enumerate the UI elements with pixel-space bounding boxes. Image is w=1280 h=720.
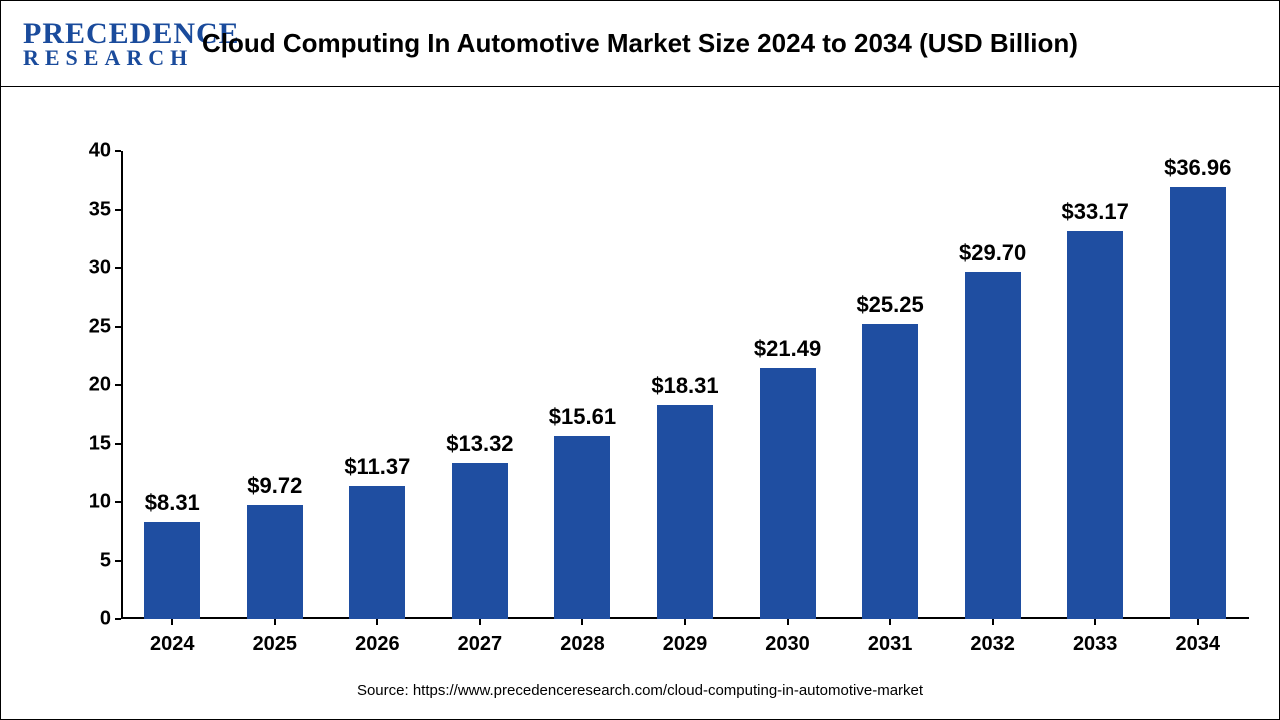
bar bbox=[657, 405, 713, 619]
bar-slot: $15.612028 bbox=[531, 151, 634, 619]
bar-slot: $8.312024 bbox=[121, 151, 224, 619]
bars-container: $8.312024$9.722025$11.372026$13.322027$1… bbox=[121, 151, 1249, 619]
y-tick-mark bbox=[115, 384, 121, 386]
bar-value-label: $8.31 bbox=[145, 490, 200, 516]
bar bbox=[965, 272, 1021, 619]
y-tick-mark bbox=[115, 501, 121, 503]
bar-slot: $11.372026 bbox=[326, 151, 429, 619]
y-tick-label: 0 bbox=[71, 608, 111, 631]
x-category-label: 2031 bbox=[868, 633, 913, 656]
bar bbox=[452, 463, 508, 619]
x-tick-mark bbox=[171, 619, 173, 625]
x-tick-mark bbox=[1197, 619, 1199, 625]
bar-slot: $25.252031 bbox=[839, 151, 942, 619]
bar-slot: $36.962034 bbox=[1146, 151, 1249, 619]
bar-slot: $18.312029 bbox=[634, 151, 737, 619]
x-tick-mark bbox=[1094, 619, 1096, 625]
x-tick-mark bbox=[581, 619, 583, 625]
bar-slot: $9.722025 bbox=[224, 151, 327, 619]
plot-area: $8.312024$9.722025$11.372026$13.322027$1… bbox=[121, 151, 1249, 619]
bar-value-label: $15.61 bbox=[549, 404, 616, 430]
x-tick-mark bbox=[479, 619, 481, 625]
bar-value-label: $21.49 bbox=[754, 336, 821, 362]
y-tick-label: 35 bbox=[71, 198, 111, 221]
x-category-label: 2033 bbox=[1073, 633, 1118, 656]
x-category-label: 2032 bbox=[970, 633, 1015, 656]
bar-value-label: $36.96 bbox=[1164, 155, 1231, 181]
y-tick-mark bbox=[115, 267, 121, 269]
bar-value-label: $11.37 bbox=[344, 454, 410, 480]
bar-value-label: $18.31 bbox=[651, 373, 718, 399]
y-tick-label: 15 bbox=[71, 432, 111, 455]
y-tick-mark bbox=[115, 443, 121, 445]
bar bbox=[349, 486, 405, 619]
bar-value-label: $13.32 bbox=[446, 431, 513, 457]
x-tick-mark bbox=[889, 619, 891, 625]
chart-card: PRECEDENCE RESEARCH Cloud Computing In A… bbox=[0, 0, 1280, 720]
x-tick-mark bbox=[992, 619, 994, 625]
x-category-label: 2030 bbox=[765, 633, 810, 656]
bar bbox=[1170, 187, 1226, 619]
x-category-label: 2026 bbox=[355, 633, 400, 656]
y-tick-mark bbox=[115, 326, 121, 328]
x-category-label: 2027 bbox=[458, 633, 503, 656]
bar bbox=[760, 368, 816, 619]
bar bbox=[247, 505, 303, 619]
logo-text: PRECEDENCE RESEARCH bbox=[23, 17, 240, 71]
bar bbox=[554, 436, 610, 619]
x-tick-mark bbox=[274, 619, 276, 625]
bar-value-label: $25.25 bbox=[856, 292, 923, 318]
bar-slot: $29.702032 bbox=[941, 151, 1044, 619]
y-tick-label: 25 bbox=[71, 315, 111, 338]
y-tick-label: 5 bbox=[71, 549, 111, 572]
y-tick-label: 20 bbox=[71, 374, 111, 397]
x-category-label: 2029 bbox=[663, 633, 708, 656]
chart-header: PRECEDENCE RESEARCH Cloud Computing In A… bbox=[1, 1, 1279, 87]
y-tick-label: 30 bbox=[71, 257, 111, 280]
bar bbox=[862, 324, 918, 619]
y-tick-label: 10 bbox=[71, 491, 111, 514]
bar bbox=[144, 522, 200, 619]
brand-logo: PRECEDENCE RESEARCH bbox=[23, 17, 240, 71]
x-category-label: 2034 bbox=[1175, 633, 1220, 656]
x-category-label: 2028 bbox=[560, 633, 605, 656]
y-tick-mark bbox=[115, 560, 121, 562]
x-tick-mark bbox=[376, 619, 378, 625]
source-caption: Source: https://www.precedenceresearch.c… bbox=[1, 682, 1279, 699]
chart-area: $8.312024$9.722025$11.372026$13.322027$1… bbox=[1, 87, 1279, 719]
x-tick-mark bbox=[787, 619, 789, 625]
bar-slot: $33.172033 bbox=[1044, 151, 1147, 619]
x-category-label: 2025 bbox=[253, 633, 298, 656]
y-tick-mark bbox=[115, 150, 121, 152]
bar-slot: $21.492030 bbox=[736, 151, 839, 619]
bar-value-label: $33.17 bbox=[1062, 199, 1129, 225]
y-tick-label: 40 bbox=[71, 140, 111, 163]
y-tick-mark bbox=[115, 618, 121, 620]
bar-slot: $13.322027 bbox=[429, 151, 532, 619]
bar-value-label: $9.72 bbox=[247, 473, 302, 499]
x-tick-mark bbox=[684, 619, 686, 625]
x-category-label: 2024 bbox=[150, 633, 195, 656]
y-tick-mark bbox=[115, 209, 121, 211]
bar-value-label: $29.70 bbox=[959, 240, 1026, 266]
bar bbox=[1067, 231, 1123, 619]
